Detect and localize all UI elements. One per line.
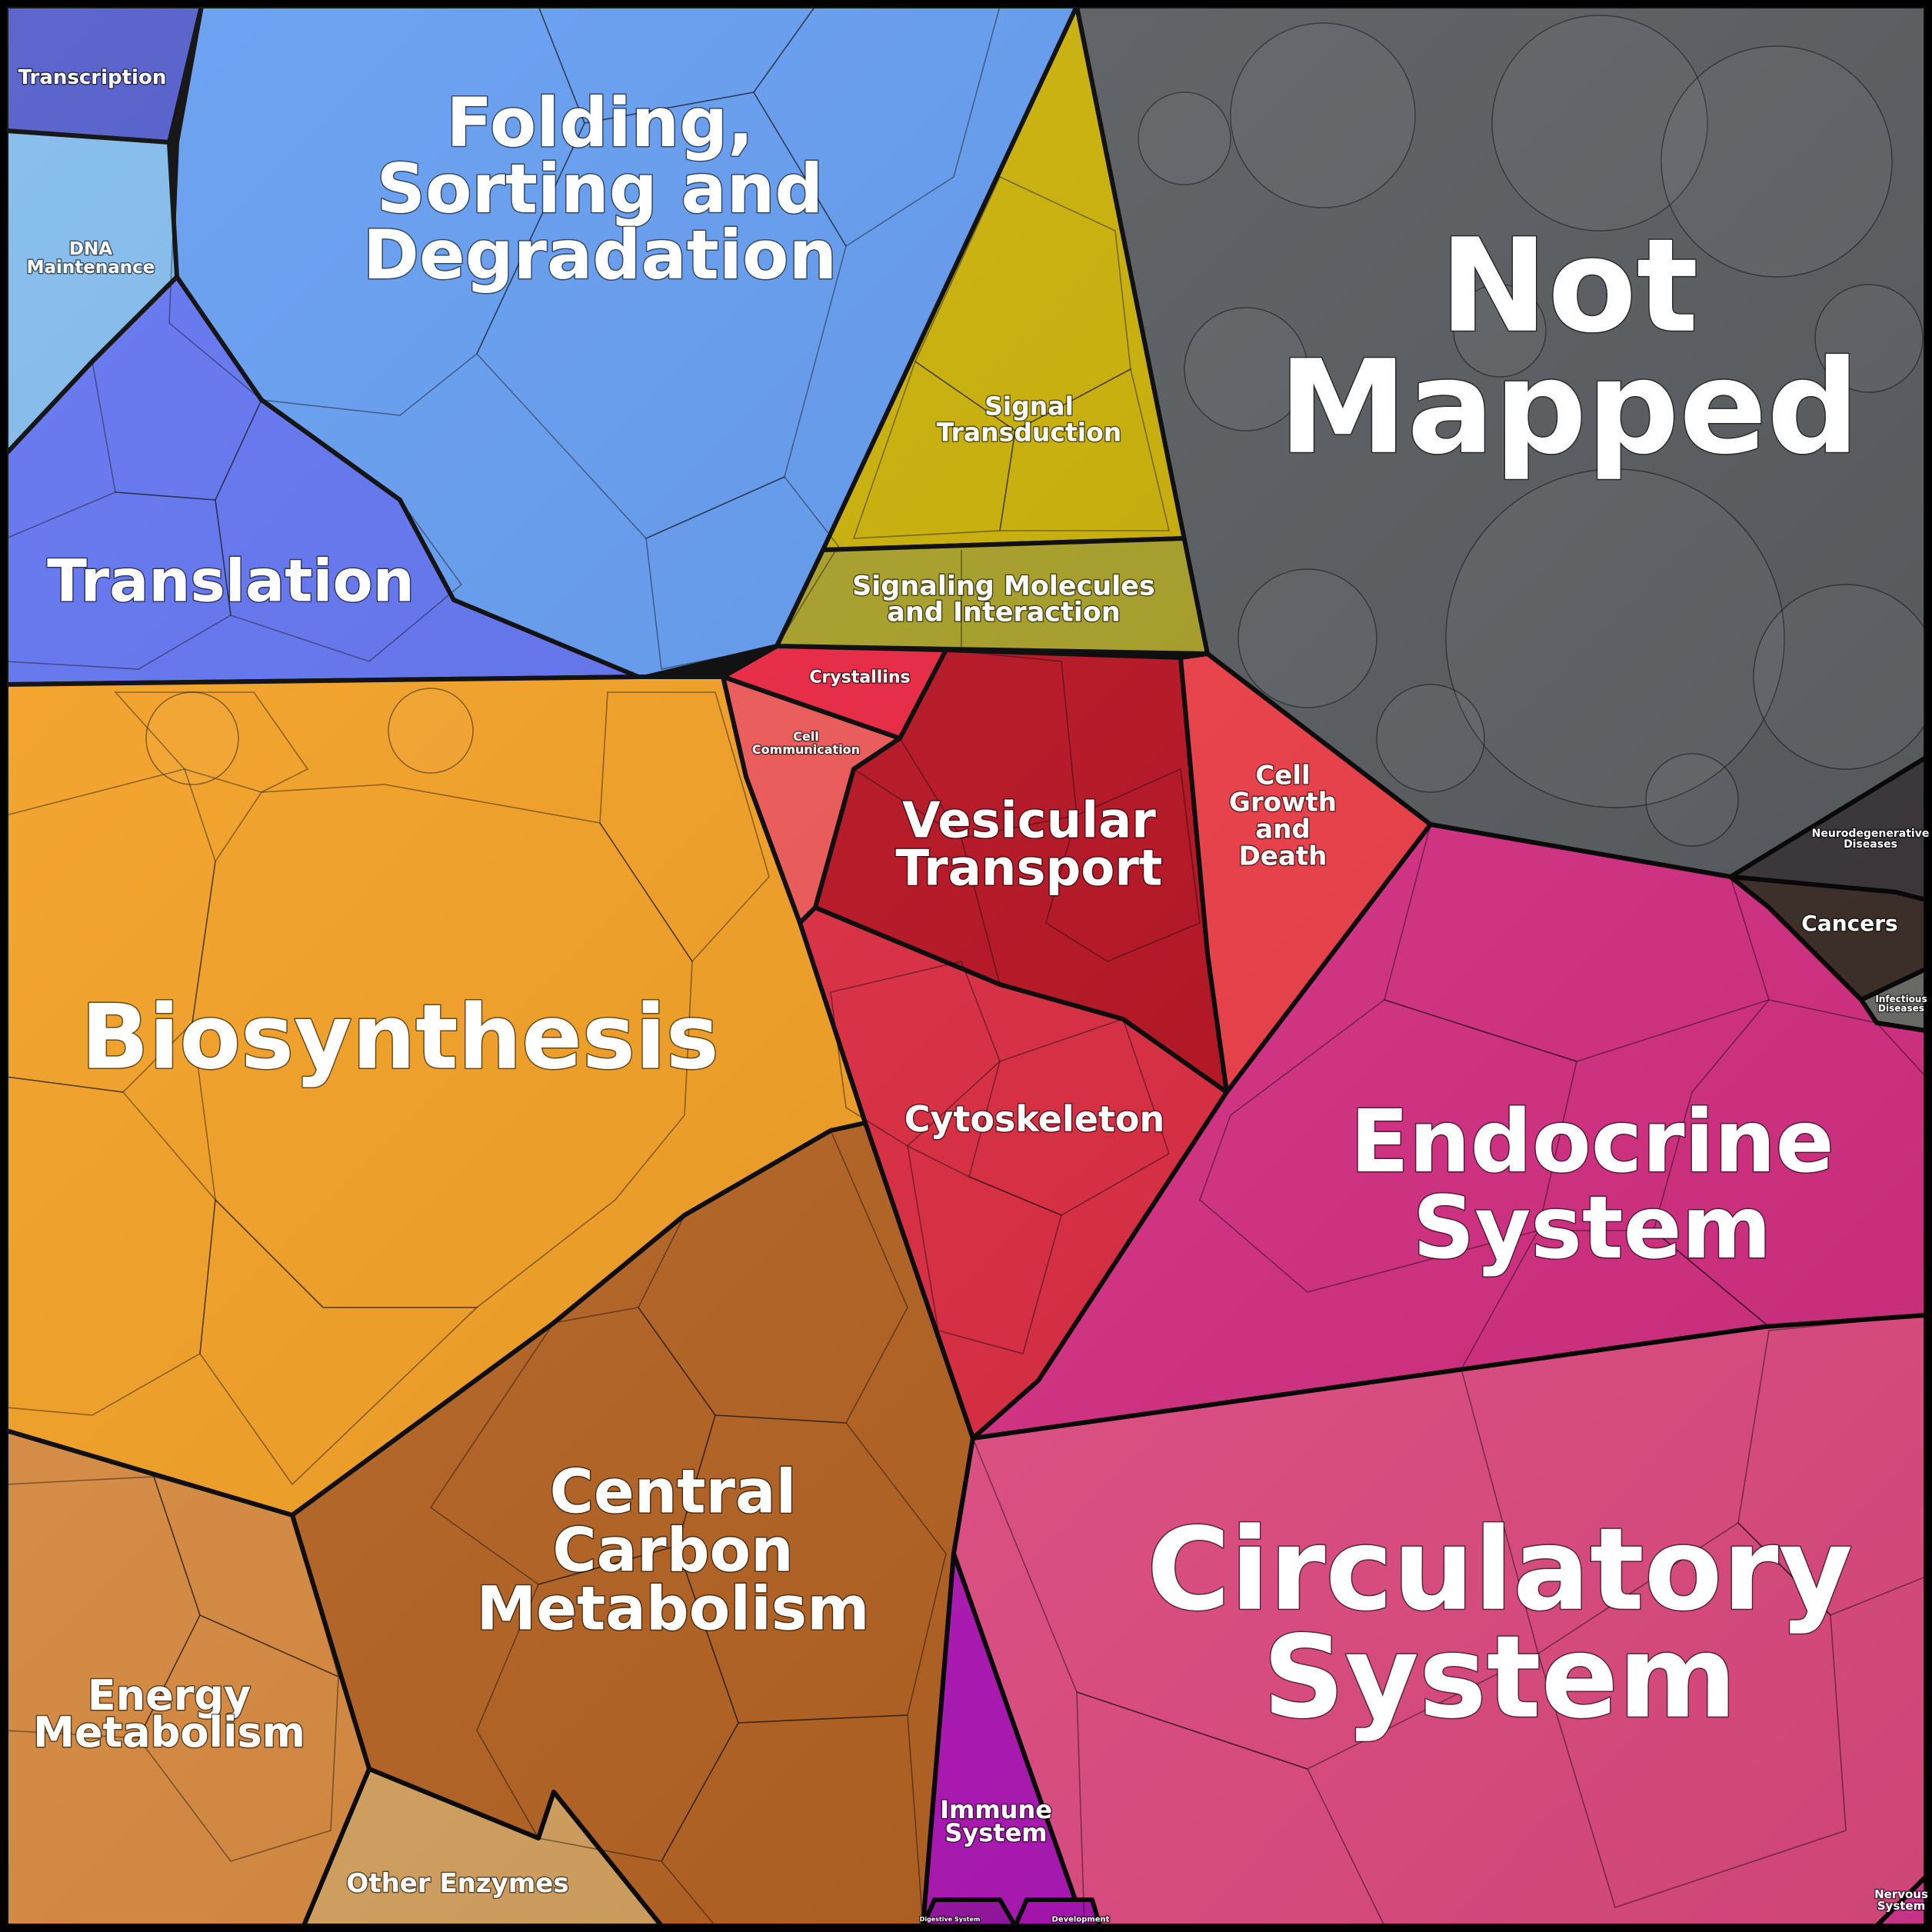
label-development: Development — [1052, 1916, 1110, 1924]
label-cancers: Cancers — [1801, 911, 1897, 936]
label-line: System — [1263, 1611, 1737, 1744]
label-signal-transduction: Signal Transduction — [937, 391, 1122, 448]
label-line: and — [1255, 814, 1311, 844]
label-line: Energy — [88, 1671, 251, 1720]
label-translation: Translation — [47, 547, 415, 615]
label-line: Development — [1052, 1916, 1110, 1924]
label-neurodegenerative: Neurodegenerative Diseases — [1812, 828, 1930, 851]
label-line: Vesicular — [902, 792, 1156, 849]
label-line: Mapped — [1278, 332, 1859, 483]
label-line: Cancers — [1801, 911, 1897, 936]
label-line: Central — [550, 1457, 797, 1527]
label-line: Metabolism — [33, 1708, 305, 1757]
label-line: Circulatory — [1147, 1504, 1853, 1636]
label-line: Immune — [940, 1795, 1052, 1824]
label-line: Signaling Molecules — [852, 571, 1155, 601]
label-other-enzymes: Other Enzymes — [346, 1868, 568, 1899]
label-line: Cell — [793, 729, 819, 744]
label-line: Death — [1239, 841, 1327, 871]
label-dna-maintenance: DNA Maintenance — [27, 239, 155, 278]
label-cell-communication: Cell Communication — [752, 729, 860, 757]
label-line: Folding, — [446, 83, 753, 162]
label-transcription: Transcription — [18, 66, 167, 89]
label-line: Transduction — [937, 418, 1122, 448]
label-line: Degradation — [363, 215, 837, 295]
label-nervous: Nervous System — [1874, 1887, 1928, 1913]
label-line: Transcription — [18, 66, 167, 89]
label-line: DNA — [69, 239, 112, 259]
label-line: Digestive System — [920, 1916, 981, 1923]
label-line: Not — [1440, 211, 1698, 361]
labels: Transcription DNA Maintenance Folding, Sorti… — [17, 65, 1930, 1925]
label-line: Neurodegenerative — [1812, 828, 1930, 840]
label-line: Metabolism — [476, 1574, 869, 1644]
label-line: System — [1413, 1178, 1772, 1278]
label-infectious: Infectious Diseases — [1875, 994, 1927, 1014]
label-line: Endocrine — [1350, 1092, 1834, 1192]
label-line: and Interaction — [887, 597, 1121, 628]
label-line: Other Enzymes — [346, 1868, 568, 1899]
label-folding: Folding, Sorting and Degradation — [363, 83, 837, 295]
label-cell-growth: Cell Growth and Death — [1229, 760, 1337, 871]
label-not-mapped: Not Mapped — [1278, 211, 1859, 483]
label-line: Infectious — [1875, 994, 1927, 1004]
label-cytoskeleton: Cytoskeleton — [904, 1098, 1165, 1140]
label-vesicular-transport: Vesicular Transport — [896, 792, 1163, 897]
label-line: Cell — [1255, 760, 1310, 791]
label-line: Transport — [896, 840, 1163, 897]
label-crystallins: Crystallins — [809, 668, 910, 688]
label-line: Diseases — [1878, 1003, 1924, 1014]
label-biosynthesis: Biosynthesis — [81, 986, 719, 1090]
label-line: Carbon — [552, 1516, 793, 1585]
label-line: Crystallins — [809, 668, 910, 688]
label-line: Nervous — [1874, 1887, 1928, 1901]
label-line: Biosynthesis — [81, 986, 719, 1090]
label-line: Signal — [984, 391, 1074, 421]
label-line: Sorting and — [377, 149, 824, 228]
label-circulatory: Circulatory System — [1147, 1504, 1853, 1744]
label-line: Translation — [47, 547, 415, 615]
label-digestive: Digestive System — [920, 1916, 981, 1923]
label-endocrine: Endocrine System — [1350, 1092, 1834, 1278]
label-line: Communication — [752, 742, 860, 757]
label-line: Diseases — [1844, 838, 1897, 851]
label-line: Growth — [1229, 787, 1337, 818]
label-line: System — [944, 1818, 1047, 1847]
label-line: System — [1877, 1899, 1925, 1913]
label-line: Maintenance — [27, 258, 155, 278]
label-signaling-molecules: Signaling Molecules and Interaction — [852, 571, 1155, 628]
label-line: Cytoskeleton — [904, 1098, 1165, 1140]
label-central-carbon: Central Carbon Metabolism — [476, 1457, 869, 1644]
label-immune: Immune System — [940, 1795, 1052, 1847]
label-energy-metabolism: Energy Metabolism — [33, 1671, 305, 1757]
